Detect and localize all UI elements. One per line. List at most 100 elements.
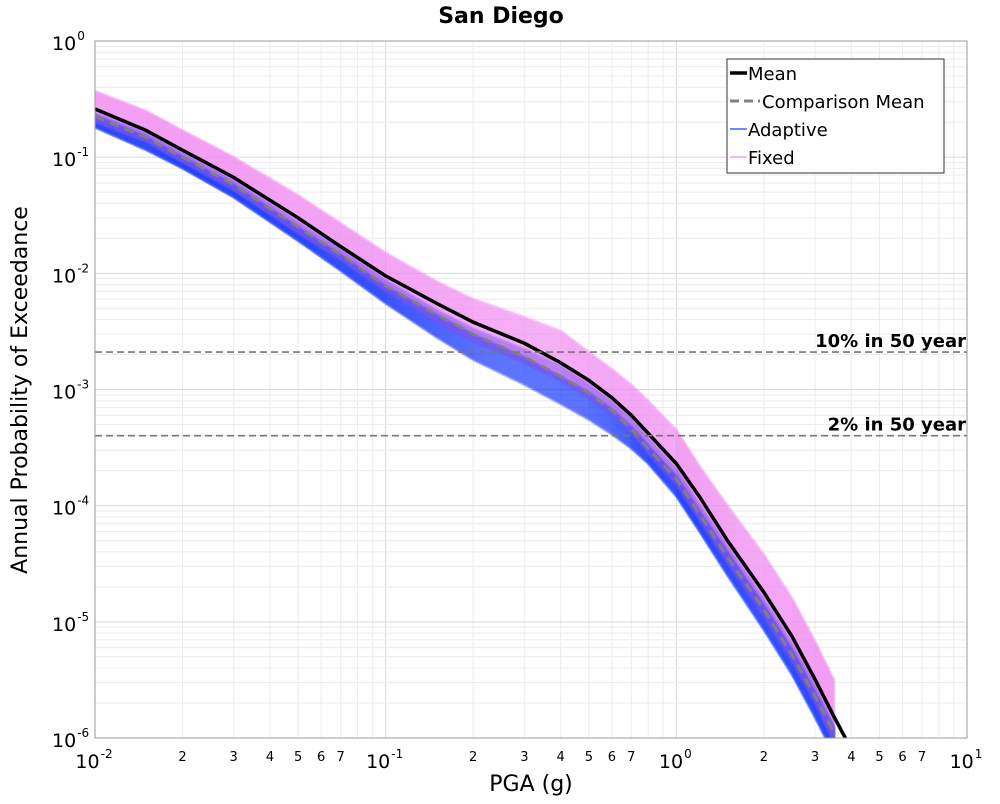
overlap-realization-line (95, 119, 836, 738)
overlap-realization-line (95, 113, 836, 729)
x-minor-tick-label: 7 (918, 750, 926, 765)
legend-label-mean: Mean (748, 64, 797, 85)
x-tick-label-2: 100 (659, 747, 692, 773)
bands (95, 89, 836, 738)
adaptive-realization-line (95, 114, 836, 731)
y-tick-label-2: 10-2 (52, 261, 89, 287)
grid (94, 41, 967, 739)
fixed-realization-line (95, 105, 836, 713)
adaptive-realization-line (95, 123, 831, 738)
x-minor-tick-label: 2 (469, 750, 477, 765)
overlap-realization-line (95, 111, 836, 726)
fixed-realization-line (95, 116, 836, 735)
x-minor-tick-label: 5 (294, 750, 302, 765)
reference-lines: 10% in 50 year 2% in 50 year (95, 331, 967, 437)
fixed-realization-line (95, 109, 836, 723)
fixed-realization-line (95, 118, 836, 738)
overlap-realization-line (95, 120, 835, 738)
adaptive-realization-line (95, 123, 831, 738)
adaptive-realization-line (95, 119, 835, 738)
y-tick-label-4: 10-4 (52, 494, 89, 520)
adaptive-realization-line (95, 115, 836, 735)
adaptive-realization-line (95, 126, 828, 738)
adaptive-realization-line (95, 124, 830, 738)
y-tick-label-5: 10-5 (52, 610, 89, 636)
y-tick-label-3: 10-3 (52, 378, 89, 404)
fixed-realization-line (95, 95, 836, 693)
fixed-realization-line (95, 102, 836, 707)
legend-label-adaptive: Adaptive (748, 120, 828, 141)
adaptive-realization-line (95, 114, 836, 733)
legend-label-fixed: Fixed (748, 148, 795, 169)
fixed-realization-line (95, 94, 836, 691)
overlap-realization-line (95, 116, 836, 735)
adaptive-realization-line (95, 120, 834, 738)
fixed-realization-line (95, 111, 836, 726)
fixed-realization-line (95, 107, 836, 718)
adaptive-realization-line (95, 113, 836, 730)
adaptive-realization-line (95, 116, 836, 736)
x-minor-tick-label: 6 (898, 750, 906, 765)
chart-title: San Diego (438, 4, 564, 29)
x-tick-label-3: 101 (950, 747, 983, 773)
adaptive-realization-line (95, 120, 834, 738)
x-minor-tick-label: 2 (760, 750, 768, 765)
adaptive-realization-line (95, 117, 836, 738)
adaptive-realization-line (95, 124, 829, 738)
adaptive-realization-line (95, 119, 834, 738)
adaptive-realization-line (95, 114, 836, 732)
x-minor-tick-label: 4 (847, 750, 855, 765)
fixed-realization-line (95, 104, 836, 712)
fixed-realization-line (95, 102, 836, 709)
x-minor-tick-label: 7 (337, 750, 345, 765)
fixed-realization-line (95, 96, 836, 696)
y-tick-label-1: 10-1 (52, 145, 89, 171)
adaptive-realization-line (95, 119, 835, 738)
adaptive-realization-line (95, 117, 836, 738)
adaptive-realization-line (95, 116, 836, 737)
x-minor-tick-label: 5 (875, 750, 883, 765)
adaptive-realization-line (95, 123, 830, 738)
reference-label-1: 2% in 50 year (828, 415, 966, 436)
plot-frame (94, 40, 968, 739)
fixed-realization-line (95, 113, 836, 730)
fixed-realization-line (95, 100, 836, 704)
adaptive-realization-line (95, 121, 833, 738)
fixed-realization-line (95, 89, 836, 682)
x-minor-tick-label: 6 (608, 750, 616, 765)
x-minor-tick-label: 3 (520, 750, 528, 765)
legend: Mean Comparison Mean Adaptive Fixed (726, 58, 945, 174)
overlap-realization-line (95, 116, 836, 737)
y-tick-label-6: 10-6 (52, 726, 89, 752)
fixed-realization-line (95, 92, 836, 687)
legend-box (726, 58, 945, 174)
adaptive-realization-line (95, 121, 833, 738)
y-axis-label: Annual Probability of Exceedance (8, 206, 33, 574)
fixed-realization-line (95, 98, 836, 699)
x-minor-tick-label: 2 (178, 750, 186, 765)
overlap-realization-line (95, 120, 834, 738)
adaptive-realization-line (95, 115, 836, 734)
fixed-realization-line (95, 113, 836, 729)
x-minor-tick-label: 6 (317, 750, 325, 765)
adaptive-realization-line (95, 120, 833, 738)
overlap-realization-line (95, 114, 836, 732)
adaptive-realization-line (95, 121, 832, 738)
overlap-realization-line (95, 113, 836, 730)
reference-label-0: 10% in 50 year (815, 331, 966, 352)
fixed-realization-line (95, 117, 836, 738)
adaptive-realization-line (95, 125, 828, 738)
overlap-realization-line (95, 118, 836, 738)
adaptive-realization-line (95, 122, 832, 738)
adaptive-realization-line (95, 124, 829, 738)
adaptive-realization-line (95, 116, 836, 735)
x-minor-tick-label: 3 (811, 750, 819, 765)
x-tick-label-0: 10-2 (75, 747, 112, 773)
x-minor-tick-label: 3 (230, 750, 238, 765)
fixed-realization-line (95, 99, 836, 701)
fixed-realization-line (95, 114, 836, 732)
adaptive-realization-line (95, 118, 836, 738)
